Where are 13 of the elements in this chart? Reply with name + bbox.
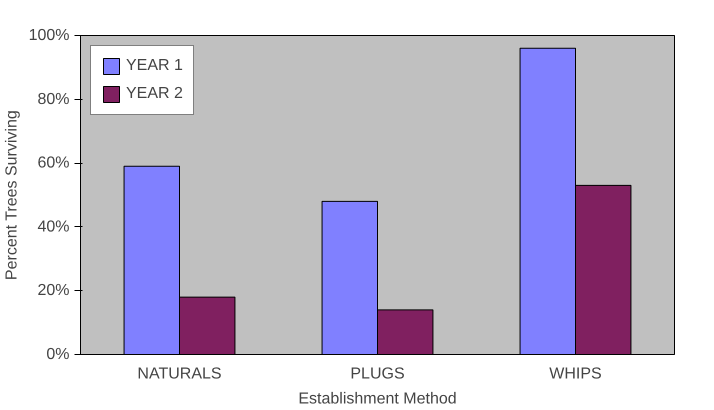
- y-tick-label: 100%: [28, 27, 70, 44]
- x-tick-label: WHIPS: [549, 366, 602, 382]
- x-tick-label: NATURALS: [137, 366, 222, 382]
- x-axis-title: Establishment Method: [298, 390, 457, 408]
- y-tick-label: 60%: [37, 154, 70, 172]
- legend-label: YEAR 1: [126, 57, 183, 75]
- x-tick-label: PLUGS: [350, 366, 405, 382]
- y-tick-label: 40%: [37, 218, 70, 236]
- y-tick-label: 80%: [37, 90, 70, 108]
- y-tick-label: 20%: [37, 282, 70, 300]
- legend-label: YEAR 2: [126, 85, 183, 103]
- y-axis-title: Percent Trees Surviving: [4, 110, 21, 280]
- y-tick-label: 0%: [46, 346, 70, 363]
